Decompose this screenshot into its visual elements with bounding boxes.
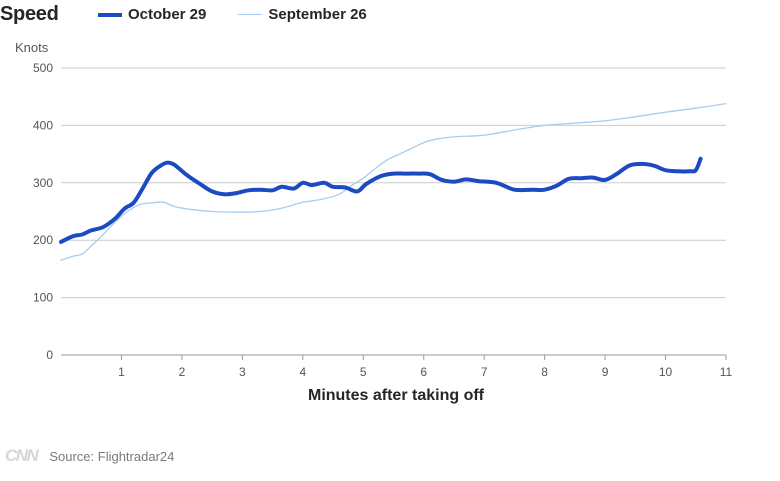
legend-swatch-october-29 (98, 12, 122, 17)
x-tick-label-3: 3 (239, 365, 246, 379)
footer: CNN Source: Flightradar24 (5, 446, 174, 466)
y-tick-label-200: 200 (33, 233, 53, 247)
source-note: Source: Flightradar24 (49, 448, 175, 464)
legend: October 29 September 26 (98, 6, 399, 23)
legend-label-october-29: October 29 (128, 6, 207, 23)
legend-item-october-29: October 29 (98, 6, 206, 23)
cnn-logo: CNN (5, 446, 39, 465)
x-axis-label: Minutes after taking off (307, 387, 484, 404)
x-tick-label-9: 9 (602, 365, 609, 379)
x-tick-label-4: 4 (299, 365, 306, 379)
legend-swatch-september-26 (238, 14, 263, 15)
y-axis-label: Knots (15, 40, 49, 55)
x-tick-label-10: 10 (659, 365, 673, 379)
y-tick-label-300: 300 (33, 176, 53, 190)
x-tick-label-6: 6 (420, 365, 427, 379)
y-tick-label-400: 400 (33, 118, 53, 132)
series-line-october-29 (59, 156, 703, 244)
x-tick-label-11: 11 (720, 365, 733, 379)
x-tick-label-2: 2 (179, 365, 186, 379)
x-tick-label-5: 5 (360, 365, 367, 379)
legend-label-september-26: September 26 (268, 6, 367, 23)
x-tick-label-1: 1 (118, 365, 125, 379)
y-tick-label-0: 0 (46, 348, 53, 362)
chart-title: Speed (0, 3, 59, 25)
y-tick-label-500: 500 (33, 61, 53, 75)
y-tick-label-100: 100 (33, 291, 53, 305)
series-line-september-26 (60, 102, 727, 261)
x-tick-label-7: 7 (481, 365, 488, 379)
legend-item-september-26: September 26 (238, 6, 367, 23)
x-tick-label-8: 8 (541, 365, 548, 379)
